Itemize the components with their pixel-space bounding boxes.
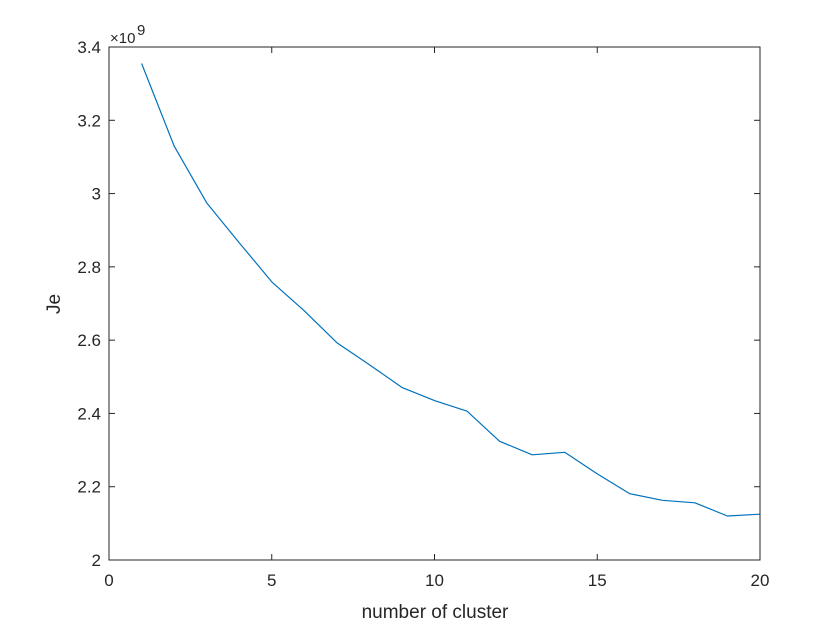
y-tick-label: 3.4 (77, 38, 101, 57)
y-axis-multiplier: ×10 9 (110, 22, 145, 47)
y-tick-label: 2 (92, 551, 101, 570)
y-multiplier-exponent: 9 (137, 22, 145, 39)
series-line (141, 63, 761, 517)
y-tick-label: 3 (92, 185, 101, 204)
data-point (206, 202, 207, 203)
data-point (336, 342, 337, 343)
y-axis-label: Je (44, 294, 65, 314)
x-axis-label: number of cluster (362, 602, 509, 623)
y-tick-label: 2.2 (77, 478, 101, 497)
data-point (239, 242, 240, 243)
data-point (434, 400, 435, 401)
y-tick-label: 2.8 (77, 258, 101, 277)
data-point (304, 310, 305, 311)
x-tick-label: 0 (104, 571, 113, 590)
x-tick-label: 20 (751, 571, 770, 590)
x-tick-label: 10 (425, 571, 444, 590)
axes: 0 5 10 15 20 2 2.2 2.4 2.6 2.8 3 3.2 3.4 (77, 38, 769, 590)
data-point (662, 500, 663, 501)
y-multiplier-base: ×10 (110, 30, 135, 47)
data-point (174, 145, 175, 146)
y-tick-label: 2.4 (77, 404, 101, 423)
data-point (597, 473, 598, 474)
data-point (694, 502, 695, 503)
data-point (271, 281, 272, 282)
y-tick-label: 3.2 (77, 111, 101, 130)
data-point (141, 63, 142, 64)
data-point (727, 515, 728, 516)
data-point (629, 493, 630, 494)
data-point (564, 452, 565, 453)
data-point (369, 364, 370, 365)
data-point (532, 454, 533, 455)
x-tick-label: 15 (588, 571, 607, 590)
x-tick-label: 5 (267, 571, 276, 590)
data-point (499, 441, 500, 442)
data-point (466, 411, 467, 412)
plot-area (141, 63, 761, 517)
data-point (401, 387, 402, 388)
y-tick-label: 2.6 (77, 331, 101, 350)
